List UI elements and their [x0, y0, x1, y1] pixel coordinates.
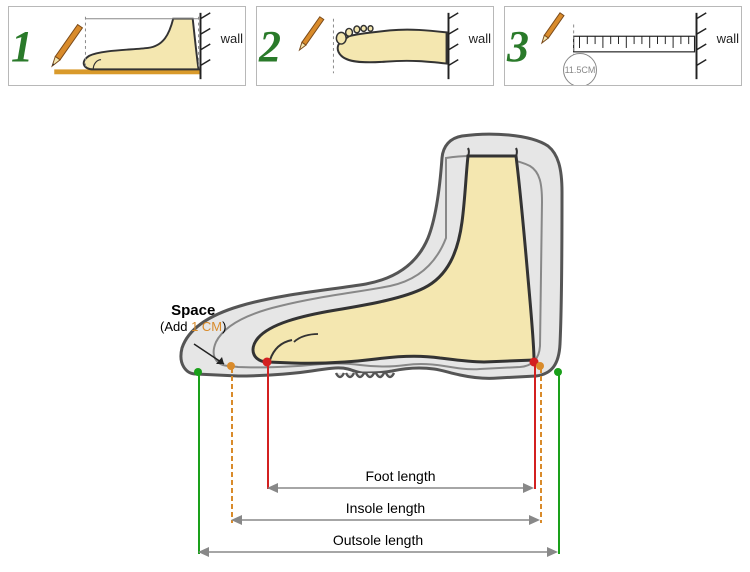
main-diagram: Space (Add 1 CM) Foot length Insole leng…: [0, 92, 750, 502]
measurement-circle: 11.5CM: [563, 53, 597, 86]
wall-label: wall: [221, 31, 243, 46]
step-number: 1: [9, 21, 39, 72]
steps-row: 1 wall 2: [0, 0, 750, 92]
step-number: 2: [257, 21, 287, 72]
step-2-body: wall: [287, 7, 493, 85]
step-2: 2 wall: [256, 6, 494, 86]
wall-label: wall: [469, 31, 491, 46]
step-3-body: 11.5CM wall: [535, 7, 741, 85]
outsole-length-label: Outsole length: [198, 532, 558, 548]
circle-text: 11.5CM: [565, 65, 596, 75]
step-number: 3: [505, 21, 535, 72]
wall-label: wall: [717, 31, 739, 46]
foot-top-icon: [287, 7, 493, 85]
step-1: 1 wall: [8, 6, 246, 86]
step-1-body: wall: [39, 7, 245, 85]
foot-side-icon: [39, 7, 245, 85]
foot-length-label: Foot length: [267, 468, 534, 484]
insole-length-label: Insole length: [231, 500, 540, 516]
step-3: 3 11.5CM wall: [504, 6, 742, 86]
